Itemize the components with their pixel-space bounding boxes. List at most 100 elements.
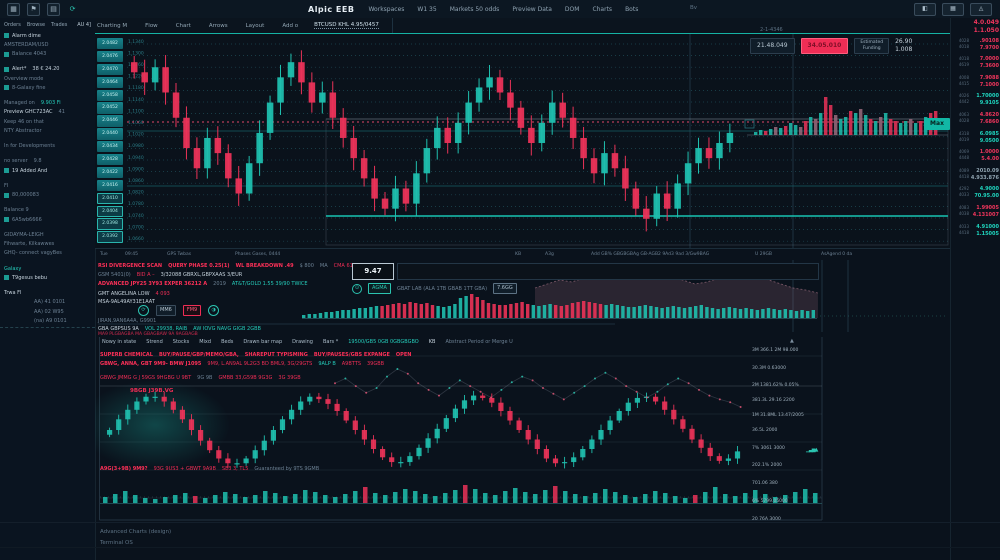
- sync-icon[interactable]: ⟳: [69, 4, 76, 13]
- ladder-row[interactable]: 4.0.049 1.1.050: [951, 18, 1000, 37]
- ladder-row[interactable]: 4318 4019 6.0985 9.0500: [951, 130, 1000, 149]
- dom-cell[interactable]: 2.0452: [97, 102, 123, 114]
- ladder-row[interactable]: 4033 4418 4.91000 1.15005: [951, 223, 1000, 242]
- bottom-menu-item[interactable]: Drawing: [292, 339, 313, 345]
- ladder-row[interactable]: 4026 4442 1.70000 9.9105: [951, 92, 1000, 111]
- bottom-menu-item[interactable]: Mixd: [199, 339, 212, 345]
- ladder-row[interactable]: 4028 4018 .90108 7.9700: [951, 37, 1000, 56]
- sidebar-row[interactable]: Alarm dime: [0, 31, 95, 40]
- agma-chip[interactable]: AGMA: [368, 283, 391, 294]
- sidebar-row[interactable]: FI: [0, 181, 95, 190]
- sidebar-header-item[interactable]: Browse: [26, 22, 46, 28]
- dom-cell[interactable]: 2.0416: [97, 179, 123, 192]
- half-circle-icon[interactable]: ◑: [208, 305, 220, 316]
- size-chip[interactable]: 7.6GG: [493, 283, 517, 294]
- sidebar-row[interactable]: Keep 46 on that: [0, 117, 95, 126]
- order-size-button[interactable]: 21.48.049: [750, 38, 795, 54]
- menu-item[interactable]: Workspaces: [368, 5, 405, 13]
- keyboard-button[interactable]: ▦: [942, 3, 964, 16]
- sidebar-row[interactable]: 6A5wb6666: [0, 215, 95, 224]
- sidebar-row[interactable]: no server 9.8: [0, 157, 95, 166]
- sidebar-row[interactable]: Alert* 38 € 24.20: [0, 65, 95, 74]
- order-price-box[interactable]: 9.47: [352, 263, 394, 280]
- dom-cell[interactable]: 2.0440: [97, 128, 123, 140]
- sidebar-row[interactable]: Galaxy: [0, 264, 95, 273]
- toolbar-tab[interactable]: Chart: [175, 22, 191, 29]
- dom-cell[interactable]: 2.0458: [97, 89, 123, 101]
- sidebar-row[interactable]: 19 Added And: [0, 166, 95, 175]
- refresh-icon[interactable]: ⟳: [138, 305, 149, 316]
- toolbar-tab[interactable]: Flow: [145, 22, 158, 29]
- order-input-field[interactable]: [397, 263, 819, 280]
- flag-button[interactable]: ◧: [914, 3, 936, 16]
- sidebar-row[interactable]: NTY Abstractor: [0, 126, 95, 135]
- sidebar-row[interactable]: In for Developments: [0, 142, 95, 151]
- dom-cell[interactable]: 2.0404: [97, 205, 123, 217]
- toolbar-tab[interactable]: Charting M: [97, 22, 128, 29]
- toolbar-tab[interactable]: Arrows: [208, 22, 228, 29]
- price-gridlines: 1.13401.13001.12601.12201.11801.11401.11…: [127, 39, 948, 242]
- sidebar-row[interactable]: Managed on 9.903 Fi: [0, 99, 95, 108]
- dom-cell[interactable]: 2.0422: [97, 166, 123, 179]
- dom-cell[interactable]: 2.0428: [97, 154, 123, 166]
- bottom-menu-item[interactable]: Nowy in state: [102, 339, 137, 345]
- ladder-row[interactable]: 4292 4033 4.9000 70.95.00: [951, 185, 1000, 204]
- menu-item[interactable]: Bots: [625, 5, 639, 13]
- sidebar-row[interactable]: AA) 41 0101: [0, 298, 95, 307]
- dom-cell[interactable]: 2.0446: [97, 115, 123, 127]
- sidebar-row[interactable]: 8-Galaxy fine: [0, 83, 95, 92]
- sidebar-row[interactable]: GIDAYMA-LEIGH: [0, 230, 95, 239]
- menu-item[interactable]: DOM: [564, 5, 580, 13]
- sidebar-header-item[interactable]: Trades: [51, 22, 68, 28]
- sidebar-row[interactable]: Balance 9: [0, 206, 95, 215]
- sidebar-row[interactable]: Balance 4043: [0, 50, 95, 59]
- sidebar-row[interactable]: T9gesus bebu: [0, 273, 95, 282]
- sidebar-row[interactable]: Preview GHC723AC 41: [0, 108, 95, 117]
- bottom-menu-item[interactable]: Strend: [146, 339, 163, 345]
- ladder-row[interactable]: 4089 4418 2010.09 4.933.876: [951, 167, 1000, 186]
- panel-icon[interactable]: ▤: [47, 2, 60, 16]
- dom-cell[interactable]: 2.0392: [97, 231, 123, 243]
- ladder-row[interactable]: 4063 4028 4.8620 7.6860: [951, 111, 1000, 130]
- dom-cell[interactable]: 2.0398: [97, 218, 123, 230]
- ladder-row[interactable]: 4083 4038 1.99005 4.131007: [951, 204, 1000, 223]
- dom-cell[interactable]: 2.0482: [97, 38, 123, 50]
- target-icon[interactable]: ⊙: [352, 283, 362, 294]
- menu-item[interactable]: Preview Data: [512, 5, 552, 13]
- bottom-menu-item[interactable]: Drawn bar map: [243, 339, 283, 345]
- flag-icon[interactable]: ⚑: [27, 2, 40, 16]
- sidebar-row[interactable]: Overview mode: [0, 74, 95, 83]
- sidebar-header-item[interactable]: Orders: [4, 22, 21, 28]
- sell-button[interactable]: 34.05.010: [800, 38, 849, 54]
- bottom-menu-item[interactable]: Stocks: [172, 339, 190, 345]
- bell-button[interactable]: ◬: [970, 3, 992, 16]
- symbol-tab[interactable]: BTCUSD KHL 4.95/0457: [314, 22, 379, 29]
- sidebar-row[interactable]: AA) 02 W95: [0, 307, 95, 316]
- sidebar-row[interactable]: GHQ- connect vagyBes: [0, 249, 95, 258]
- sidebar-row[interactable]: 80,000083: [0, 191, 95, 200]
- dom-cell[interactable]: 2.0464: [97, 76, 123, 88]
- max-price-badge[interactable]: Max: [924, 118, 950, 130]
- dom-cell[interactable]: 2.0434: [97, 141, 123, 153]
- sidebar-row[interactable]: Trwa FI: [0, 289, 95, 298]
- mm6-chip[interactable]: MM6: [156, 305, 176, 316]
- sidebar-row[interactable]: AMSTERDAM/USD: [0, 40, 95, 49]
- menu-item[interactable]: Charts: [592, 5, 613, 13]
- ladder-row[interactable]: 4018 4619 7.0000 7.3600: [951, 55, 1000, 74]
- sidebar-row[interactable]: (na) A9 0101: [0, 316, 95, 328]
- bottom-menu-item[interactable]: Beds: [221, 339, 234, 345]
- sidebar-row[interactable]: Fihwarte, Kilkawwes: [0, 240, 95, 249]
- fm9-chip[interactable]: FM9: [182, 305, 202, 316]
- bottom-menu-item[interactable]: Bars *: [322, 339, 339, 345]
- ladder-row[interactable]: 4008 4415 7.9088 7.1000: [951, 74, 1000, 93]
- dom-cell[interactable]: 2.0470: [97, 63, 123, 76]
- ladder-row[interactable]: 4069 4448 1.0000 5.4.00: [951, 148, 1000, 167]
- grid-icon[interactable]: ▦: [7, 2, 20, 16]
- dom-cell[interactable]: 2.0476: [97, 50, 123, 63]
- menu-item[interactable]: W1 35: [417, 5, 437, 13]
- funding-button[interactable]: Estimated Funding: [854, 38, 890, 54]
- toolbar-tab[interactable]: Layout: [245, 22, 265, 29]
- toolbar-tab[interactable]: Add o: [282, 22, 299, 29]
- menu-item[interactable]: Markets 50 odds: [449, 5, 500, 13]
- dom-cell[interactable]: 2.0410: [97, 192, 123, 204]
